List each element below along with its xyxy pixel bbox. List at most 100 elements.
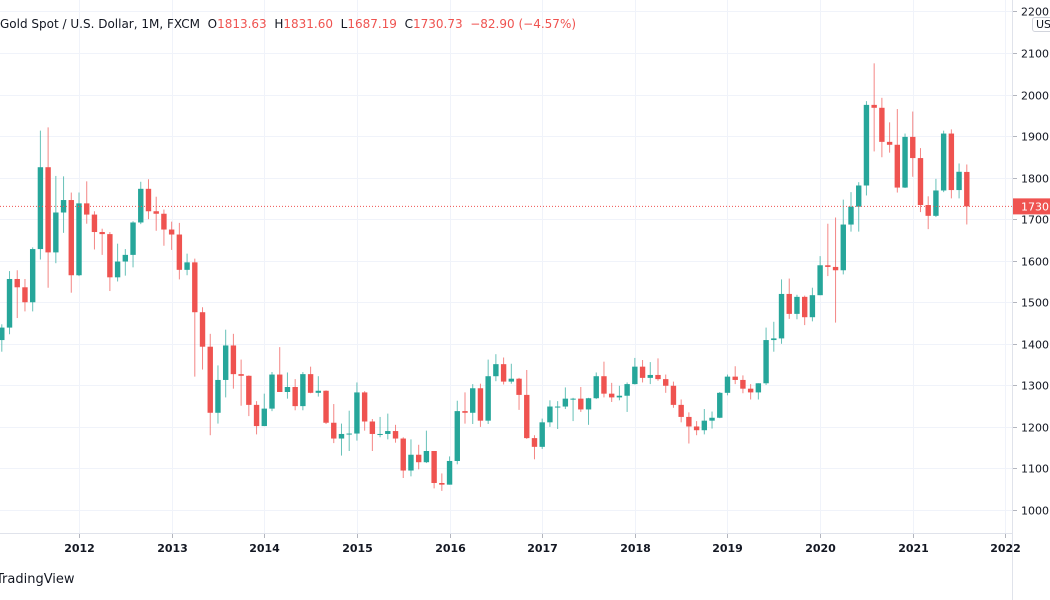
time-tick-label: 2012 bbox=[64, 542, 95, 555]
candle-down bbox=[145, 188, 152, 212]
candle-up bbox=[114, 261, 121, 278]
candle-down bbox=[292, 387, 298, 407]
candle-up bbox=[485, 376, 491, 421]
candle-up bbox=[717, 392, 723, 418]
candle-down bbox=[307, 374, 314, 393]
candle-down bbox=[68, 200, 74, 276]
candle-up bbox=[284, 387, 291, 392]
candle-down bbox=[22, 287, 28, 303]
candle-down bbox=[176, 234, 183, 270]
candle-down bbox=[107, 234, 113, 278]
candle-down bbox=[886, 141, 893, 145]
candle-down bbox=[277, 374, 283, 392]
price-tick-label: 1700.00 bbox=[1021, 214, 1050, 227]
candle-down bbox=[601, 376, 607, 394]
symbol-legend: Gold Spot / U.S. Dollar, 1M, FXCM O1813.… bbox=[0, 17, 576, 31]
candle-down bbox=[894, 144, 901, 188]
price-tick-label: 1600.00 bbox=[1021, 256, 1050, 269]
candle-up bbox=[423, 450, 430, 463]
candle-down bbox=[439, 482, 445, 485]
candle-down bbox=[964, 171, 970, 207]
candle-down bbox=[948, 133, 955, 191]
candle-down bbox=[361, 392, 368, 422]
candle-down bbox=[400, 438, 406, 471]
candle-up bbox=[338, 433, 345, 439]
change-value: −82.90 bbox=[470, 17, 515, 31]
candle-up bbox=[446, 460, 453, 485]
candle-up bbox=[624, 384, 630, 396]
price-tick-label: 1500.00 bbox=[1021, 297, 1050, 310]
candle-up bbox=[385, 431, 391, 434]
candle-down bbox=[199, 312, 206, 347]
candle-up bbox=[547, 406, 553, 423]
candle-down bbox=[670, 385, 677, 405]
time-tick-label: 2019 bbox=[712, 542, 743, 555]
candle-up bbox=[809, 295, 816, 318]
candle-up bbox=[470, 388, 476, 413]
currency-badge[interactable]: USD bbox=[1032, 17, 1050, 32]
price-tick-label: 1400.00 bbox=[1021, 339, 1050, 352]
candle-up bbox=[840, 224, 846, 271]
candle-up bbox=[778, 293, 785, 339]
candle-down bbox=[91, 214, 98, 233]
candle-up bbox=[933, 190, 939, 216]
symbol-title[interactable]: Gold Spot / U.S. Dollar, 1M, FXCM bbox=[0, 17, 200, 31]
candle-up bbox=[76, 203, 82, 276]
candle-up bbox=[755, 383, 762, 393]
candle-up bbox=[53, 212, 59, 253]
candle-up bbox=[632, 366, 638, 385]
candle-down bbox=[153, 211, 159, 214]
last-price-badge bbox=[1013, 198, 1050, 215]
candle-up bbox=[863, 104, 870, 186]
time-tick-label: 2022 bbox=[990, 542, 1021, 555]
candle-up bbox=[454, 411, 460, 461]
high-value: 1831.60 bbox=[283, 17, 333, 31]
time-tick-label: 2014 bbox=[249, 542, 280, 555]
candle-down bbox=[879, 107, 885, 142]
candle-up bbox=[377, 433, 383, 435]
candle-down bbox=[230, 345, 237, 375]
candle-down bbox=[801, 296, 808, 318]
candle-down bbox=[500, 364, 507, 382]
candle-down bbox=[45, 167, 51, 253]
candle-up bbox=[940, 133, 947, 191]
close-value: 1730.73 bbox=[412, 17, 463, 31]
candle-up bbox=[29, 249, 36, 303]
candle-up bbox=[6, 278, 13, 328]
time-axis[interactable]: 2012 2013 2014 2015 2016 2017 2018 2019 2020 2021… bbox=[64, 534, 1021, 555]
price-tick-label: 1800.00 bbox=[1021, 173, 1050, 186]
candle-up bbox=[724, 376, 731, 393]
candle-up bbox=[771, 338, 777, 341]
candle-up bbox=[493, 364, 499, 377]
candle-down bbox=[786, 293, 792, 314]
candle-up bbox=[794, 296, 800, 314]
candle-down bbox=[678, 404, 684, 417]
candle-down bbox=[331, 422, 337, 439]
candle-up bbox=[856, 185, 862, 207]
candle-down bbox=[747, 388, 754, 393]
price-tick-label: 1100.00 bbox=[1021, 463, 1050, 476]
candle-up bbox=[184, 262, 190, 270]
candle-down bbox=[524, 394, 530, 439]
candle-up bbox=[215, 379, 221, 413]
price-axis[interactable]: 2200.00 2100.00 2000.00 1900.00 1800.00 1700.… bbox=[1013, 6, 1050, 518]
candle-down bbox=[686, 416, 692, 427]
candle-down bbox=[462, 411, 468, 413]
change-percent: (−4.57%) bbox=[518, 17, 577, 31]
candle-down bbox=[168, 229, 175, 235]
candle-down bbox=[917, 158, 924, 206]
tradingview-logo[interactable]: TradingView bbox=[0, 572, 75, 587]
candle-down bbox=[392, 431, 399, 439]
candle-down bbox=[732, 376, 738, 380]
candle-down bbox=[192, 262, 198, 313]
candle-down bbox=[871, 104, 877, 108]
candle-down bbox=[14, 278, 20, 288]
candle-up bbox=[554, 406, 561, 408]
candle-down bbox=[910, 136, 916, 159]
candle-down bbox=[655, 374, 661, 380]
candle-up bbox=[508, 378, 515, 382]
candle-down bbox=[99, 232, 105, 235]
candle-down bbox=[639, 366, 646, 378]
candle-up bbox=[848, 206, 854, 225]
